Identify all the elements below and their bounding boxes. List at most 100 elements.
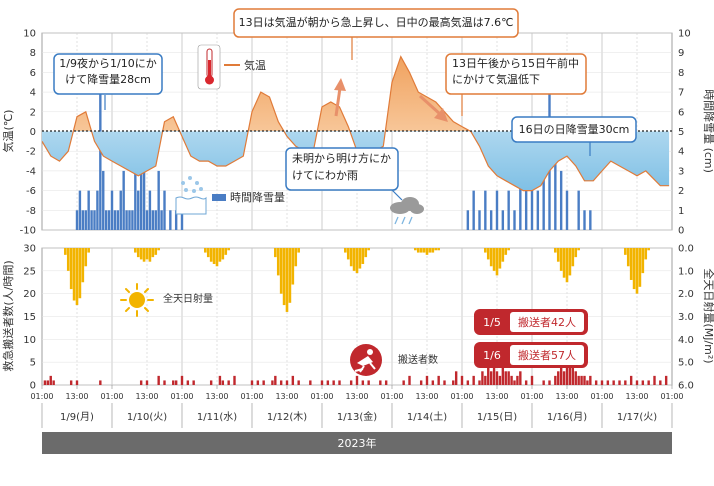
thermometer-icon bbox=[197, 44, 221, 90]
badge-jan6-date: 1/6 bbox=[483, 349, 501, 362]
sun-bar bbox=[626, 248, 630, 267]
sun-bar bbox=[624, 248, 627, 255]
sun-bar bbox=[78, 248, 82, 299]
ambulance-y-right-tick: 4.0 bbox=[678, 335, 694, 346]
x-tick-label: 01:00 bbox=[30, 392, 53, 401]
transport-bar bbox=[437, 375, 440, 385]
sun-bar bbox=[492, 248, 496, 271]
callout-temp-drop: 13日午後から15日午前中にかけて気温低下 bbox=[445, 53, 587, 116]
transport-legend: 搬送者数 bbox=[350, 344, 438, 376]
x-tick-label: 13:00 bbox=[485, 392, 508, 401]
snow-bar bbox=[589, 210, 592, 230]
transport-bar bbox=[361, 380, 365, 385]
transport-bar bbox=[157, 375, 160, 385]
transport-bar bbox=[163, 380, 166, 385]
snow-bar bbox=[151, 210, 155, 230]
transport-bar bbox=[472, 375, 475, 385]
sun-bar bbox=[151, 248, 155, 258]
snow-bar bbox=[90, 210, 93, 230]
snow-bar bbox=[139, 131, 143, 230]
transport-bar bbox=[431, 380, 435, 385]
transport-bar bbox=[495, 371, 499, 385]
transport-legend-label: 搬送者数 bbox=[398, 353, 438, 366]
rise-arrow-head bbox=[334, 78, 346, 91]
weather-y-right-tick: 9 bbox=[678, 48, 684, 59]
snow-bar bbox=[110, 190, 114, 230]
transport-bar bbox=[594, 380, 598, 385]
transport-bar bbox=[454, 371, 458, 385]
transport-bar bbox=[519, 371, 522, 385]
x-tick-label: 01:00 bbox=[100, 392, 123, 401]
temp-legend-label: 気温 bbox=[244, 58, 266, 72]
sun-bar bbox=[355, 248, 359, 274]
transport-bar bbox=[320, 380, 324, 385]
sun-icon bbox=[120, 283, 154, 317]
sun-bar bbox=[285, 248, 289, 312]
date-label: 1/13(金) bbox=[337, 410, 377, 423]
callout-temp-drop-text: 13日午後から15日午前中にかけて気温低下 bbox=[452, 57, 579, 86]
snow-bar bbox=[131, 210, 134, 230]
transport-bar bbox=[504, 371, 507, 385]
transport-bar bbox=[355, 375, 359, 385]
weather-y-left-tick: 10 bbox=[23, 29, 36, 40]
transport-bar bbox=[233, 375, 236, 385]
sun-bar bbox=[282, 248, 286, 306]
snow-bar bbox=[128, 210, 131, 230]
ambulance-y-right-tick: 0.0 bbox=[678, 244, 694, 255]
x-axis-ticks: 01:00 13:00 01:00 13:00 01:00 13:00 01:00 13:00… bbox=[30, 385, 684, 401]
sun-bar bbox=[422, 248, 426, 253]
snow-bar bbox=[134, 151, 137, 230]
ambulance-y-left-label: 救急搬送者数(人/時間) bbox=[1, 260, 15, 371]
transport-bar bbox=[606, 380, 610, 385]
transport-bar bbox=[583, 375, 586, 385]
snow-bar bbox=[75, 210, 79, 230]
sun-bar bbox=[559, 248, 563, 271]
transport-bar bbox=[75, 380, 79, 385]
sun-bar bbox=[635, 248, 639, 294]
year-label: 2023年 bbox=[338, 436, 377, 450]
snow-bar bbox=[122, 170, 125, 230]
fall-arrow-head bbox=[434, 108, 448, 122]
transport-bar bbox=[580, 375, 583, 385]
transport-bar bbox=[384, 380, 388, 385]
snow-bar bbox=[142, 151, 146, 230]
transport-bar bbox=[487, 362, 490, 385]
snow-bar bbox=[163, 190, 166, 230]
transport-bar bbox=[419, 380, 423, 385]
transport-bar bbox=[256, 380, 260, 385]
transport-bar bbox=[629, 375, 633, 385]
sun-bar bbox=[501, 248, 505, 262]
snow-bar bbox=[96, 190, 99, 230]
transport-bar bbox=[145, 380, 149, 385]
sun-bar bbox=[206, 248, 210, 258]
snow-bar bbox=[137, 190, 140, 230]
snow-bar bbox=[119, 190, 122, 230]
transport-bar bbox=[466, 380, 470, 385]
weather-y-right-tick: 4 bbox=[678, 147, 684, 158]
sun-legend: 全天日射量 bbox=[120, 283, 213, 317]
transport-bar bbox=[139, 380, 143, 385]
transport-bar bbox=[481, 371, 484, 385]
weather-y-left-tick: -2 bbox=[26, 147, 36, 158]
transport-bar bbox=[172, 380, 175, 385]
callout-snow-28cm: 1/9夜から1/10にかけて降雪量28cm bbox=[53, 53, 163, 110]
transport-bar bbox=[460, 375, 464, 385]
snow-bar bbox=[536, 190, 540, 230]
sun-bar bbox=[364, 248, 368, 258]
sun-bar bbox=[641, 248, 645, 274]
sun-bar bbox=[87, 248, 90, 253]
ambulance-y-right-ticks: 0.0 1.0 2.0 3.0 4.0 5.0 6.0 bbox=[678, 244, 694, 392]
snow-bar bbox=[113, 210, 117, 230]
sun-bar bbox=[136, 248, 140, 258]
transport-bar bbox=[338, 380, 341, 385]
date-label: 1/15(日) bbox=[477, 412, 517, 423]
snow-bar bbox=[577, 190, 580, 230]
ambulance-y-left-tick: 10 bbox=[23, 335, 36, 346]
badge-jan5-date: 1/5 bbox=[483, 316, 501, 329]
transport-bar bbox=[309, 380, 312, 385]
sun-bar bbox=[425, 248, 429, 255]
snow-bar bbox=[478, 210, 481, 230]
transport-bar bbox=[227, 380, 230, 385]
sun-bar bbox=[629, 248, 633, 280]
weather-y-left-tick: 2 bbox=[30, 107, 36, 118]
